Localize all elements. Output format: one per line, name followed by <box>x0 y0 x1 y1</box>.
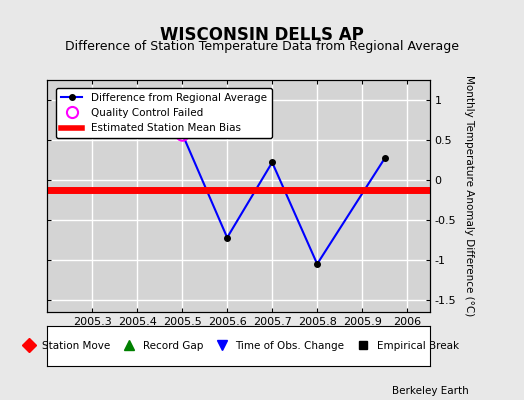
Text: Berkeley Earth: Berkeley Earth <box>392 386 469 396</box>
Text: WISCONSIN DELLS AP: WISCONSIN DELLS AP <box>160 26 364 44</box>
Y-axis label: Monthly Temperature Anomaly Difference (°C): Monthly Temperature Anomaly Difference (… <box>464 75 475 317</box>
Legend: Difference from Regional Average, Quality Control Failed, Estimated Station Mean: Difference from Regional Average, Qualit… <box>56 88 272 138</box>
Legend: Station Move, Record Gap, Time of Obs. Change, Empirical Break: Station Move, Record Gap, Time of Obs. C… <box>15 338 462 354</box>
Text: Difference of Station Temperature Data from Regional Average: Difference of Station Temperature Data f… <box>65 40 459 53</box>
